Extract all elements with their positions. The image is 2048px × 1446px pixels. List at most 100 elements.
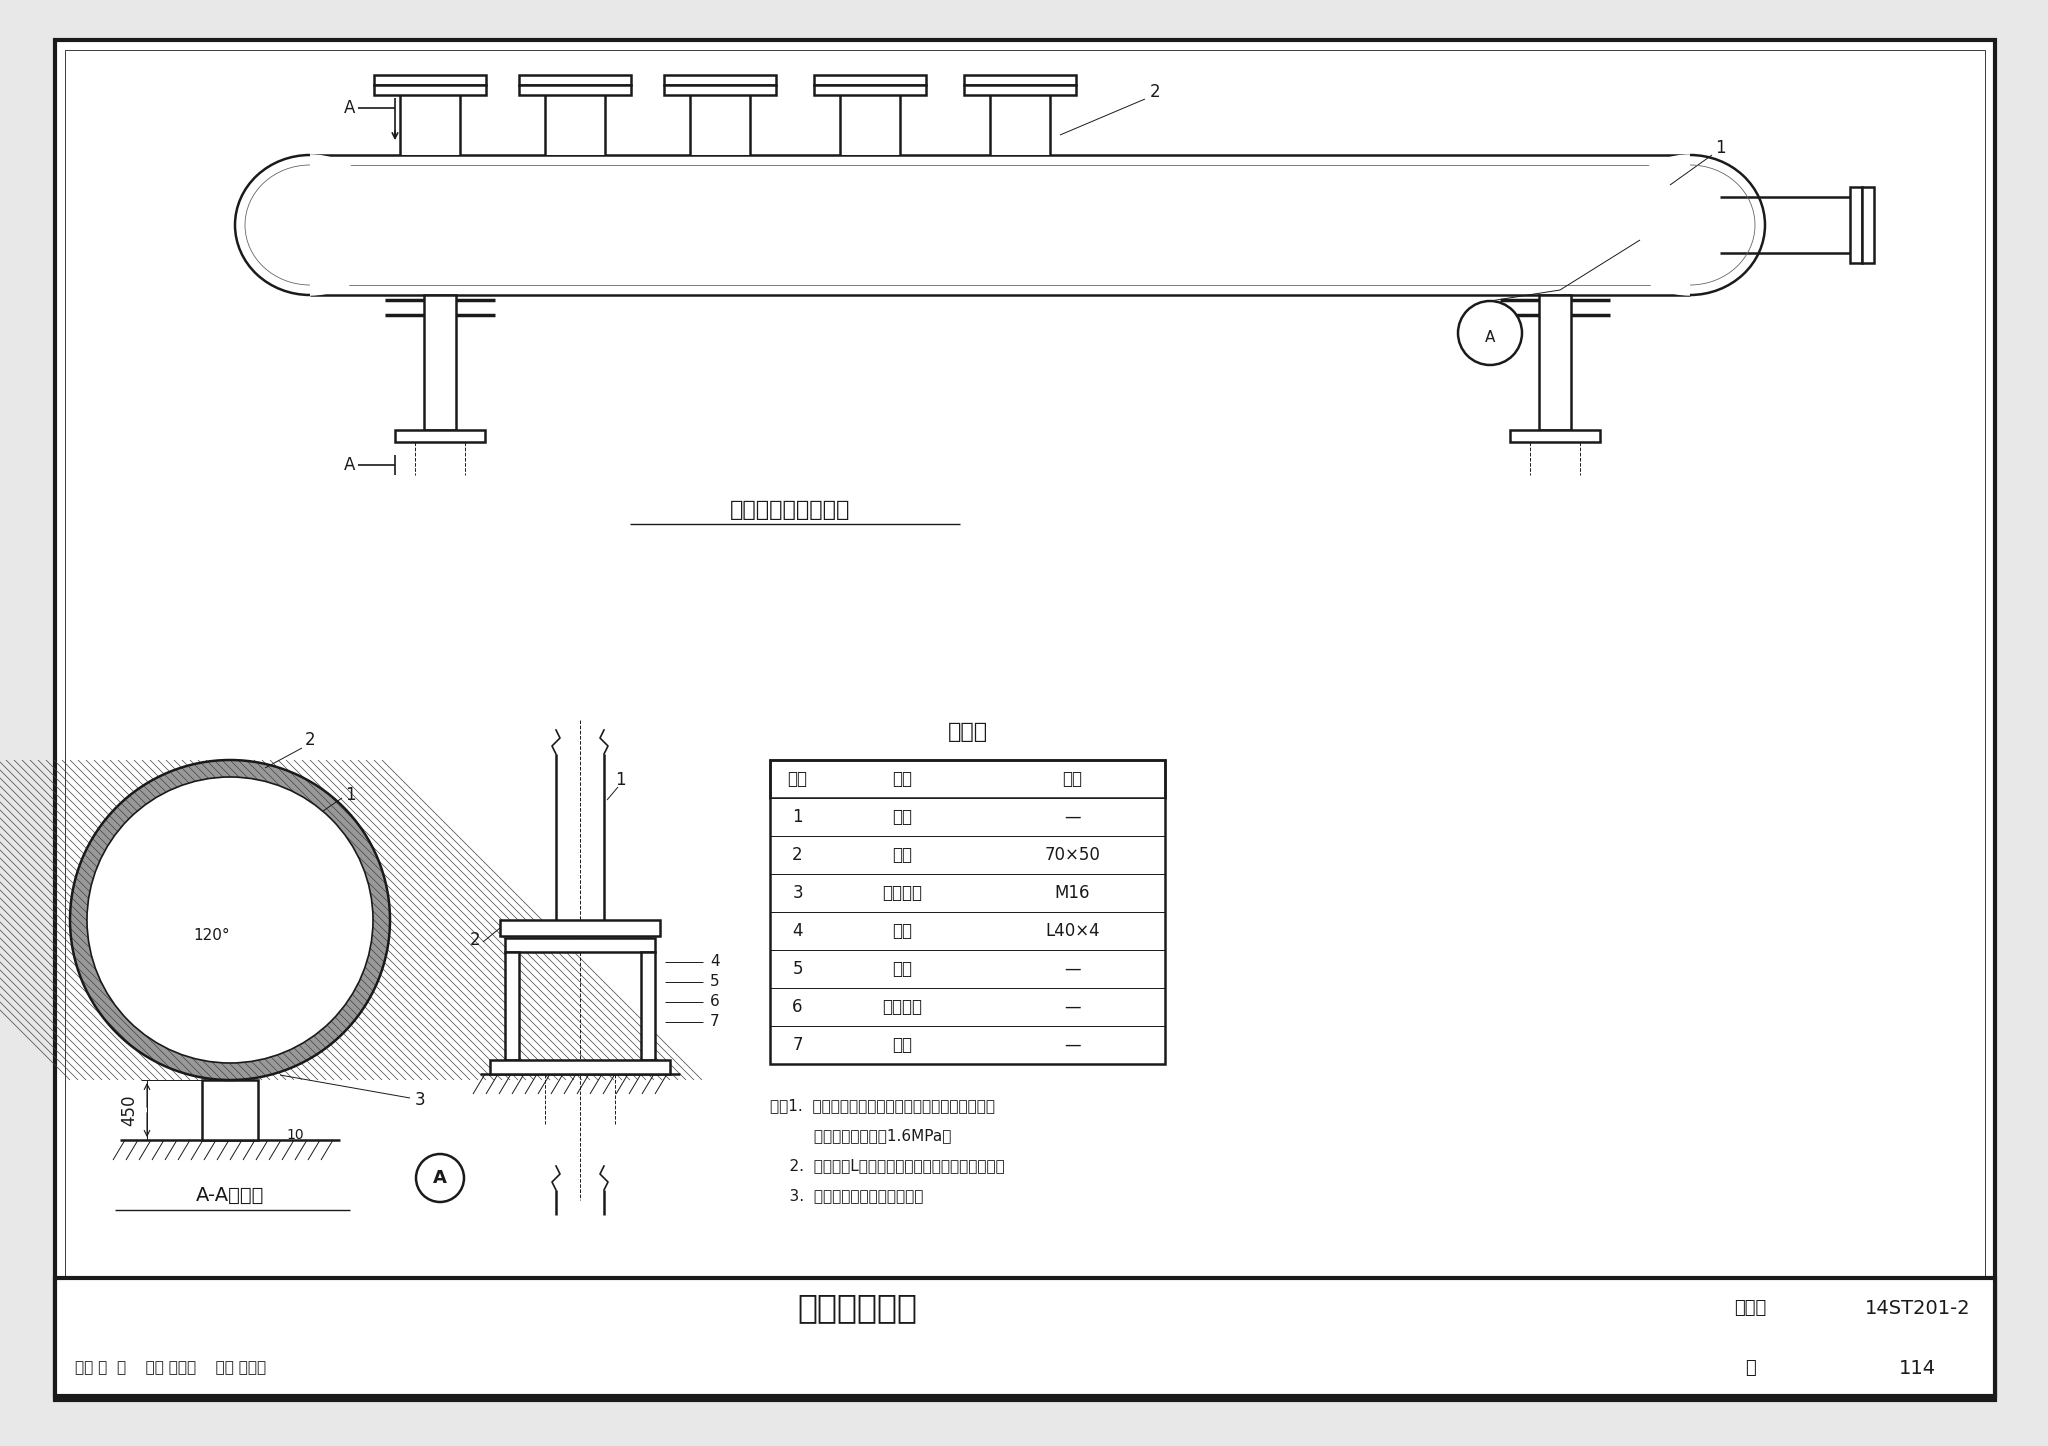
- Text: 平垫: 平垫: [893, 960, 913, 977]
- Bar: [770, 761, 1165, 798]
- Text: A-A剖面图: A-A剖面图: [197, 1186, 264, 1205]
- Text: 2: 2: [793, 846, 803, 865]
- Text: 4: 4: [793, 923, 803, 940]
- Text: 注：1.  进出水口法兰均为蝶阀法兰，泄水管口用平焊: 注：1. 进出水口法兰均为蝶阀法兰，泄水管口用平焊: [770, 1099, 995, 1113]
- Text: 6: 6: [793, 998, 803, 1017]
- Text: A: A: [344, 98, 354, 117]
- Bar: [506, 938, 655, 951]
- Bar: [375, 75, 485, 85]
- Text: 垫木: 垫木: [893, 846, 913, 865]
- Text: 角钢: 角钢: [893, 923, 913, 940]
- Bar: [813, 75, 926, 85]
- Text: 114: 114: [1898, 1358, 1935, 1378]
- Bar: [813, 85, 926, 95]
- Text: —: —: [1065, 808, 1081, 826]
- Circle shape: [1458, 301, 1522, 364]
- Bar: [770, 988, 1165, 1027]
- Text: 2: 2: [305, 732, 315, 749]
- Text: 规格: 规格: [1063, 771, 1083, 788]
- Text: 抱卡: 抱卡: [893, 808, 913, 826]
- Text: 3: 3: [793, 884, 803, 902]
- Bar: [203, 1080, 258, 1139]
- Text: 名称: 名称: [893, 771, 913, 788]
- Text: 7: 7: [793, 1035, 803, 1054]
- Text: M16: M16: [1055, 884, 1090, 902]
- Text: 70×50: 70×50: [1044, 846, 1100, 865]
- Bar: [770, 1027, 1165, 1064]
- Bar: [641, 951, 655, 1060]
- Text: 1: 1: [614, 771, 625, 790]
- Bar: [424, 295, 457, 429]
- Bar: [518, 75, 631, 85]
- Circle shape: [86, 777, 373, 1063]
- Bar: [965, 85, 1075, 95]
- Bar: [770, 873, 1165, 912]
- Text: A: A: [344, 455, 354, 474]
- Text: L40×4: L40×4: [1044, 923, 1100, 940]
- Bar: [770, 836, 1165, 873]
- Text: 5: 5: [793, 960, 803, 977]
- Bar: [518, 85, 631, 95]
- Bar: [770, 912, 1165, 950]
- Text: 编号: 编号: [788, 771, 807, 788]
- Text: —: —: [1065, 1035, 1081, 1054]
- Text: 14ST201-2: 14ST201-2: [1864, 1299, 1970, 1317]
- Text: 图集号: 图集号: [1735, 1299, 1765, 1317]
- Circle shape: [86, 777, 373, 1063]
- Bar: [489, 1060, 670, 1074]
- Text: 120°: 120°: [195, 927, 229, 943]
- Text: 审核 赵  展    校对 赵东明    设计 严赏斌: 审核 赵 展 校对 赵东明 设计 严赏斌: [76, 1361, 266, 1375]
- Bar: [375, 85, 485, 95]
- Text: 膨胀螺栓: 膨胀螺栓: [883, 884, 922, 902]
- Text: 弹簧垫片: 弹簧垫片: [883, 998, 922, 1017]
- Bar: [506, 951, 518, 1060]
- Text: 450: 450: [121, 1095, 137, 1126]
- Bar: [840, 75, 899, 155]
- Ellipse shape: [236, 155, 385, 295]
- Text: 材料表: 材料表: [948, 722, 987, 742]
- Text: —: —: [1065, 960, 1081, 977]
- Text: 分集水器安装立面图: 分集水器安装立面图: [729, 500, 850, 521]
- Bar: [770, 950, 1165, 988]
- Text: 1: 1: [344, 787, 354, 804]
- Text: 2.  筒体长度L随管数不同，由工程设计人员确定。: 2. 筒体长度L随管数不同，由工程设计人员确定。: [770, 1158, 1006, 1174]
- Text: 6: 6: [711, 995, 721, 1009]
- Bar: [309, 155, 1690, 295]
- Text: 螺母: 螺母: [893, 1035, 913, 1054]
- Bar: [1849, 187, 1862, 263]
- Text: 2: 2: [1149, 82, 1161, 101]
- Bar: [770, 761, 1165, 1064]
- Bar: [1509, 429, 1599, 442]
- Text: 5: 5: [711, 975, 719, 989]
- Bar: [1862, 187, 1874, 263]
- Circle shape: [70, 761, 389, 1080]
- Bar: [690, 75, 750, 155]
- Circle shape: [416, 1154, 465, 1202]
- Bar: [399, 75, 461, 155]
- Bar: [1538, 295, 1571, 429]
- Text: 10: 10: [287, 1128, 303, 1142]
- Text: 3.  分集水器安装地面需平整。: 3. 分集水器安装地面需平整。: [770, 1189, 924, 1203]
- Text: 页: 页: [1745, 1359, 1755, 1377]
- Bar: [395, 429, 485, 442]
- Bar: [664, 85, 776, 95]
- Bar: [545, 75, 604, 155]
- Text: 分集水器安装: 分集水器安装: [797, 1291, 918, 1325]
- Text: 4: 4: [711, 954, 719, 969]
- Text: 3: 3: [414, 1090, 426, 1109]
- Text: 法兰，法兰耐压为1.6MPa。: 法兰，法兰耐压为1.6MPa。: [770, 1128, 952, 1144]
- Text: A: A: [432, 1168, 446, 1187]
- Text: 1: 1: [793, 808, 803, 826]
- Bar: [965, 75, 1075, 85]
- Bar: [55, 1278, 1995, 1395]
- Bar: [500, 920, 659, 936]
- Text: 2: 2: [469, 931, 481, 949]
- Ellipse shape: [1616, 155, 1765, 295]
- Bar: [664, 75, 776, 85]
- Text: 7: 7: [711, 1015, 719, 1030]
- Text: —: —: [1065, 998, 1081, 1017]
- Bar: [770, 798, 1165, 836]
- Text: A: A: [1485, 331, 1495, 346]
- Text: 1: 1: [1714, 139, 1724, 158]
- Bar: [989, 75, 1051, 155]
